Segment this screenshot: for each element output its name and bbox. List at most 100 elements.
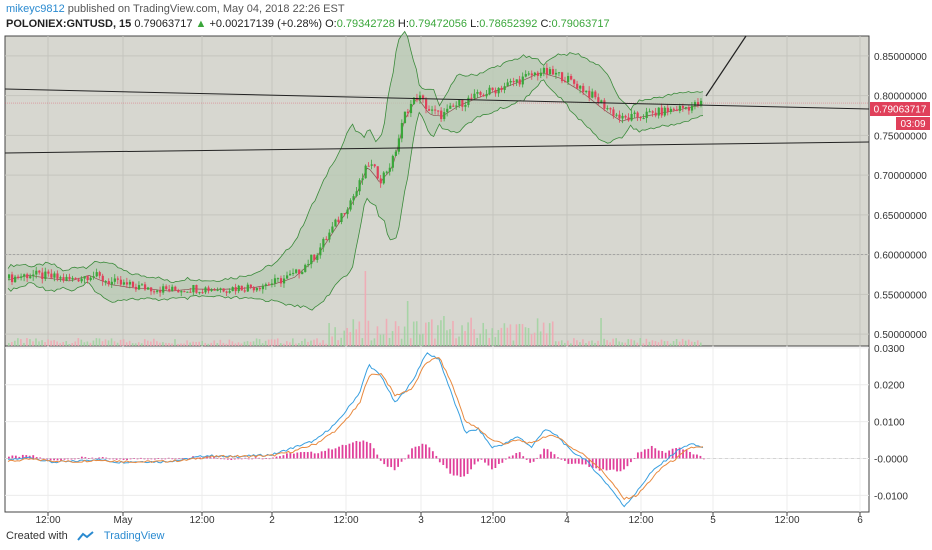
candle-body [648, 111, 651, 113]
volume-bar [361, 338, 364, 346]
volume-bar [231, 341, 234, 346]
volume-bar [131, 343, 134, 346]
volume-bar [104, 339, 107, 346]
macd-histogram-bar [306, 452, 309, 459]
candle-body [585, 90, 588, 93]
price-axis[interactable]: 0.85000000 0.80000000 0.75000000 0.70000000… [874, 52, 927, 341]
candle-body [443, 112, 446, 120]
candle-body [192, 285, 195, 293]
close-label: C: [540, 18, 552, 30]
candle-body [687, 107, 691, 111]
volume-bar [319, 342, 321, 346]
bollinger-bands [7, 30, 704, 311]
macd-histogram-bar [525, 458, 528, 460]
candle-body [633, 112, 636, 114]
candle-body [107, 281, 110, 285]
candle-body [491, 87, 494, 90]
candle-body [582, 85, 585, 93]
macd-histogram-bar [699, 455, 702, 459]
volume-bar [258, 339, 261, 346]
symbol-label[interactable]: POLONIEX:GNTUSD, 15 [6, 18, 132, 30]
macd-histogram-bar [518, 452, 521, 459]
candle-body [189, 291, 192, 293]
volume-bar [261, 343, 264, 346]
candle-body [128, 281, 132, 285]
volume-bar [107, 340, 110, 346]
volume-bar [240, 343, 243, 346]
published-text: published on TradingView.com, May 04, 20… [67, 3, 345, 15]
volume-bar [425, 322, 427, 346]
volume-bar [524, 327, 527, 346]
macd-histogram-bar [265, 458, 267, 459]
macd-axis[interactable]: 0.0300 0.0200 0.0100 -0.0000 -0.0100 [874, 344, 908, 503]
candle-body [143, 284, 147, 290]
volume-bar [23, 342, 25, 346]
candle-body [557, 72, 561, 74]
volume-bar [177, 343, 179, 346]
macd-histogram-bar [404, 458, 406, 460]
candle-body [346, 209, 349, 215]
volume-bar [183, 343, 185, 346]
author-link[interactable]: mikeyc9812 [6, 3, 65, 15]
volume-bar [500, 327, 503, 346]
candle-body [391, 155, 394, 168]
tradingview-link[interactable]: TradingView [103, 530, 165, 542]
macd-histogram-bar [84, 457, 87, 459]
created-with-text: Created with [6, 530, 68, 542]
candle-body [14, 276, 17, 283]
candle-body [140, 284, 144, 286]
volume-bar [597, 340, 599, 346]
candle-body [249, 284, 252, 288]
candle-body [134, 286, 138, 290]
volume-bar [343, 330, 346, 346]
candle-body [307, 264, 310, 266]
candle-body [165, 286, 168, 290]
macd-pane[interactable] [4, 345, 870, 513]
volume-bar [225, 343, 228, 346]
volume-bar [370, 340, 373, 346]
macd-histogram-bar [477, 458, 479, 462]
macd-histogram-bar [630, 458, 632, 463]
volume-bar [346, 327, 349, 346]
chart-canvas[interactable]: 0.85000000 0.80000000 0.75000000 0.70000000… [0, 0, 932, 525]
macd-histogram-bar [623, 458, 625, 470]
time-axis[interactable]: 12:00 May 12:00 2 12:00 3 12:00 4 12:00 5 12:00 6 [35, 512, 863, 525]
macd-histogram-bar [143, 458, 146, 460]
volume-bar [204, 342, 207, 346]
countdown-badge-text: 03:09 [900, 119, 925, 130]
volume-bar [279, 343, 282, 346]
candle-body [409, 103, 413, 114]
macd-histogram-bar [640, 451, 643, 459]
macd-histogram-bar [431, 451, 434, 459]
volume-bar [458, 336, 460, 346]
volume-bar [74, 341, 77, 346]
volume-bar [557, 341, 560, 346]
candle-body [482, 94, 485, 97]
candle-body [162, 286, 165, 293]
macd-histogram-bar [35, 457, 38, 459]
macd-histogram-bar [299, 452, 302, 459]
volume-bar [603, 338, 605, 346]
volume-bar [20, 339, 22, 346]
volume-bar [328, 323, 330, 346]
volume-bar [672, 341, 675, 346]
macd-histogram-bar [633, 458, 636, 459]
candle-body [32, 274, 35, 277]
volume-bar [116, 342, 119, 346]
macd-histogram-bar [393, 458, 396, 471]
price-tick-label: 0.65000000 [874, 211, 927, 222]
macd-histogram-bar [324, 450, 327, 459]
macd-histogram-bar [136, 458, 139, 460]
candle-body [358, 180, 361, 192]
candle-body [231, 287, 234, 292]
volume-bar [440, 320, 442, 346]
macd-histogram-bar [334, 448, 337, 459]
macd-histogram-bar [650, 445, 653, 459]
candle-body [74, 277, 77, 280]
volume-bar [648, 341, 651, 346]
trendlines[interactable] [4, 35, 870, 154]
volume-bar [156, 341, 158, 346]
candle-body [588, 90, 591, 98]
volume-bar [276, 338, 279, 346]
candle-body [340, 213, 343, 222]
